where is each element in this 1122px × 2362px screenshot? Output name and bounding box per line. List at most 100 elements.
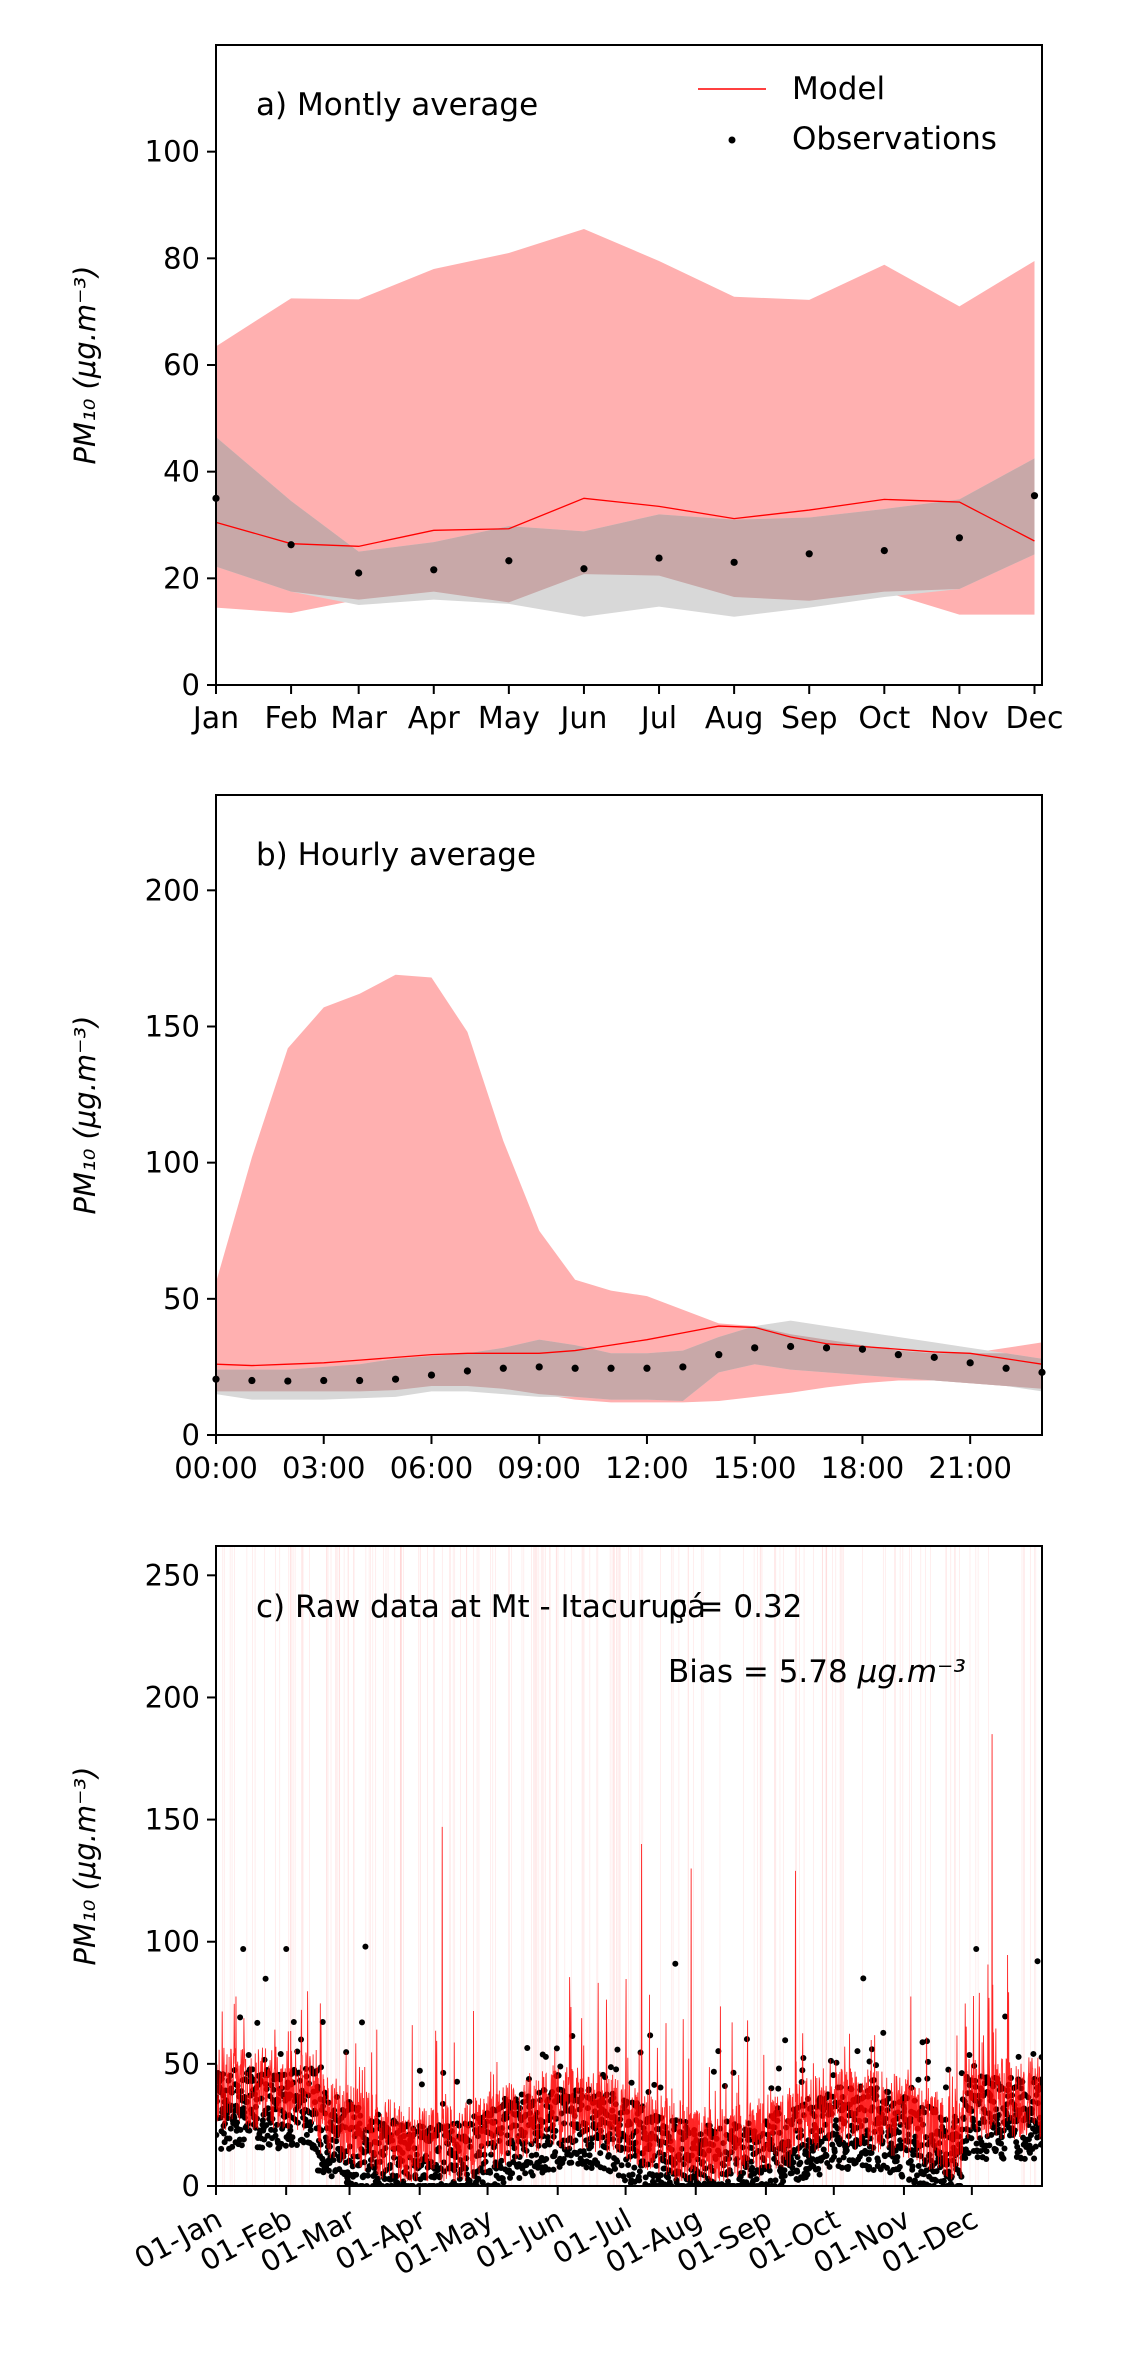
observation-point — [527, 2159, 534, 2166]
y-tick-label: 150 — [145, 1009, 200, 1043]
observation-point — [782, 2037, 789, 2044]
observation-point — [240, 1946, 247, 1953]
observation-point — [391, 1375, 400, 1383]
observation-point — [645, 2161, 652, 2168]
observation-point — [896, 2163, 903, 2170]
observation-point — [865, 2156, 872, 2163]
observation-point — [945, 2066, 952, 2073]
legend-observations-label: Observations — [792, 121, 997, 157]
observation-point — [727, 2170, 734, 2177]
observation-point — [845, 2163, 852, 2170]
observation-point — [831, 2153, 838, 2160]
x-tick-label: Nov — [930, 701, 989, 736]
observation-point — [629, 2171, 636, 2178]
model-range-band — [216, 974, 1042, 1403]
observation-point — [775, 2085, 782, 2092]
observation-point — [277, 2051, 284, 2058]
observation-point — [588, 2140, 595, 2147]
y-tick-label: 50 — [163, 1282, 200, 1316]
observation-point — [328, 2173, 335, 2180]
observation-point — [894, 1351, 902, 1359]
observation-point — [730, 558, 738, 566]
observation-point — [868, 2046, 875, 2053]
observation-point — [533, 2151, 540, 2158]
observation-point — [614, 2158, 621, 2165]
observation-point — [618, 2162, 625, 2169]
observation-point — [580, 565, 588, 573]
observation-point — [655, 554, 663, 562]
observation-point — [418, 2081, 425, 2088]
observation-point — [794, 2154, 801, 2161]
observation-point — [218, 2145, 225, 2152]
observation-point — [873, 2062, 880, 2069]
observation-point — [498, 2157, 505, 2164]
observation-point — [858, 1345, 867, 1353]
observation-point — [781, 2167, 788, 2174]
observation-point — [843, 2147, 850, 2154]
observation-point — [915, 2076, 922, 2083]
panel-b-ylabel: PM₁₀ (μg.m⁻³) — [68, 1016, 102, 1215]
y-tick-label: 40 — [163, 455, 200, 489]
observation-point — [544, 2133, 551, 2140]
observation-point — [894, 2154, 901, 2161]
observation-point — [823, 2152, 830, 2159]
observation-point — [282, 2142, 289, 2149]
observation-point — [605, 2152, 612, 2159]
x-tick-label: 21:00 — [928, 1451, 1012, 1485]
observation-point — [636, 2177, 643, 2184]
panel-b-frame — [215, 794, 1043, 1436]
observation-point — [671, 2122, 678, 2129]
observation-point — [361, 2159, 368, 2166]
y-tick-label: 100 — [145, 135, 200, 169]
observation-point — [609, 2136, 616, 2143]
observation-point — [924, 2075, 931, 2082]
observation-point — [427, 1371, 436, 1379]
x-tick-label: Feb — [265, 701, 318, 736]
observation-point — [543, 2156, 550, 2163]
observation-point — [607, 2168, 614, 2175]
observation-point — [303, 2131, 310, 2138]
observation-point — [454, 2078, 461, 2085]
x-tick-label: Jun — [559, 701, 608, 736]
observation-point — [575, 2160, 582, 2167]
observation-point — [1031, 2155, 1038, 2162]
observation-point — [715, 1351, 723, 1359]
observation-point — [804, 2171, 811, 2178]
observation-point — [515, 2161, 522, 2168]
observation-point — [287, 541, 295, 549]
observation-point — [325, 2167, 332, 2174]
observation-point — [266, 2141, 273, 2148]
observation-point — [998, 2140, 1005, 2147]
observation-point — [272, 2132, 279, 2139]
observation-point — [529, 2172, 536, 2179]
observation-point — [505, 557, 513, 565]
x-tick-label: 09:00 — [497, 1451, 581, 1485]
observation-point — [271, 2127, 278, 2134]
observation-point — [289, 2134, 296, 2141]
x-tick-label: Oct — [858, 701, 910, 736]
observation-point — [1034, 1958, 1041, 1965]
panel-c-bias-unit: μg.m⁻³ — [857, 1654, 966, 1690]
observation-point — [307, 2127, 314, 2134]
observation-point — [679, 1363, 687, 1371]
observation-point — [730, 2069, 737, 2076]
observation-point — [768, 2085, 775, 2092]
observation-point — [642, 2174, 649, 2181]
y-tick-label: 60 — [163, 348, 200, 382]
panel-a-ylabel: PM₁₀ (μg.m⁻³) — [68, 266, 102, 465]
observation-point — [601, 2165, 608, 2172]
observation-point — [599, 2134, 606, 2141]
observation-point — [488, 2151, 495, 2158]
y-tick-label: 200 — [145, 1680, 200, 1714]
observation-point — [391, 2154, 398, 2161]
observation-point — [259, 2144, 266, 2151]
observation-point — [826, 2163, 833, 2170]
observation-point — [672, 1960, 679, 1967]
x-tick-label: Mar — [330, 701, 387, 736]
observation-point — [797, 2159, 804, 2166]
y-tick-label: 0 — [182, 668, 200, 702]
x-tick-label: Jan — [191, 701, 239, 736]
observation-point — [541, 2142, 548, 2149]
observation-point — [816, 2171, 823, 2178]
observation-point — [528, 2152, 535, 2159]
